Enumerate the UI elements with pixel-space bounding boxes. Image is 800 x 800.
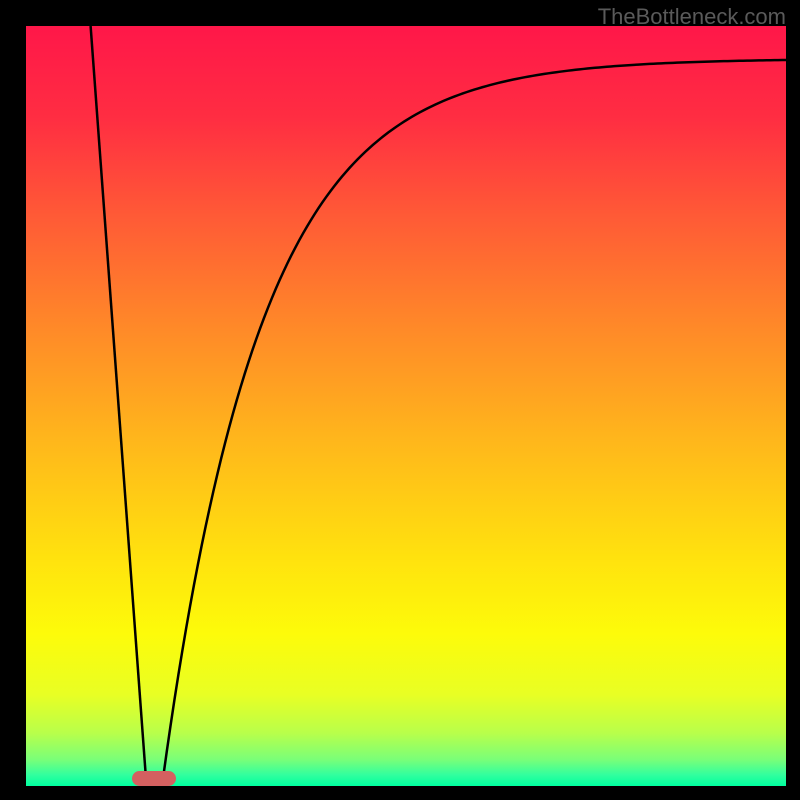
- watermark-text: TheBottleneck.com: [598, 4, 786, 30]
- left-line-curve: [91, 26, 146, 780]
- chart-curves: [26, 26, 786, 786]
- base-marker: [132, 771, 176, 786]
- chart-plot-area: [26, 26, 786, 786]
- right-asymptote-curve: [163, 60, 786, 780]
